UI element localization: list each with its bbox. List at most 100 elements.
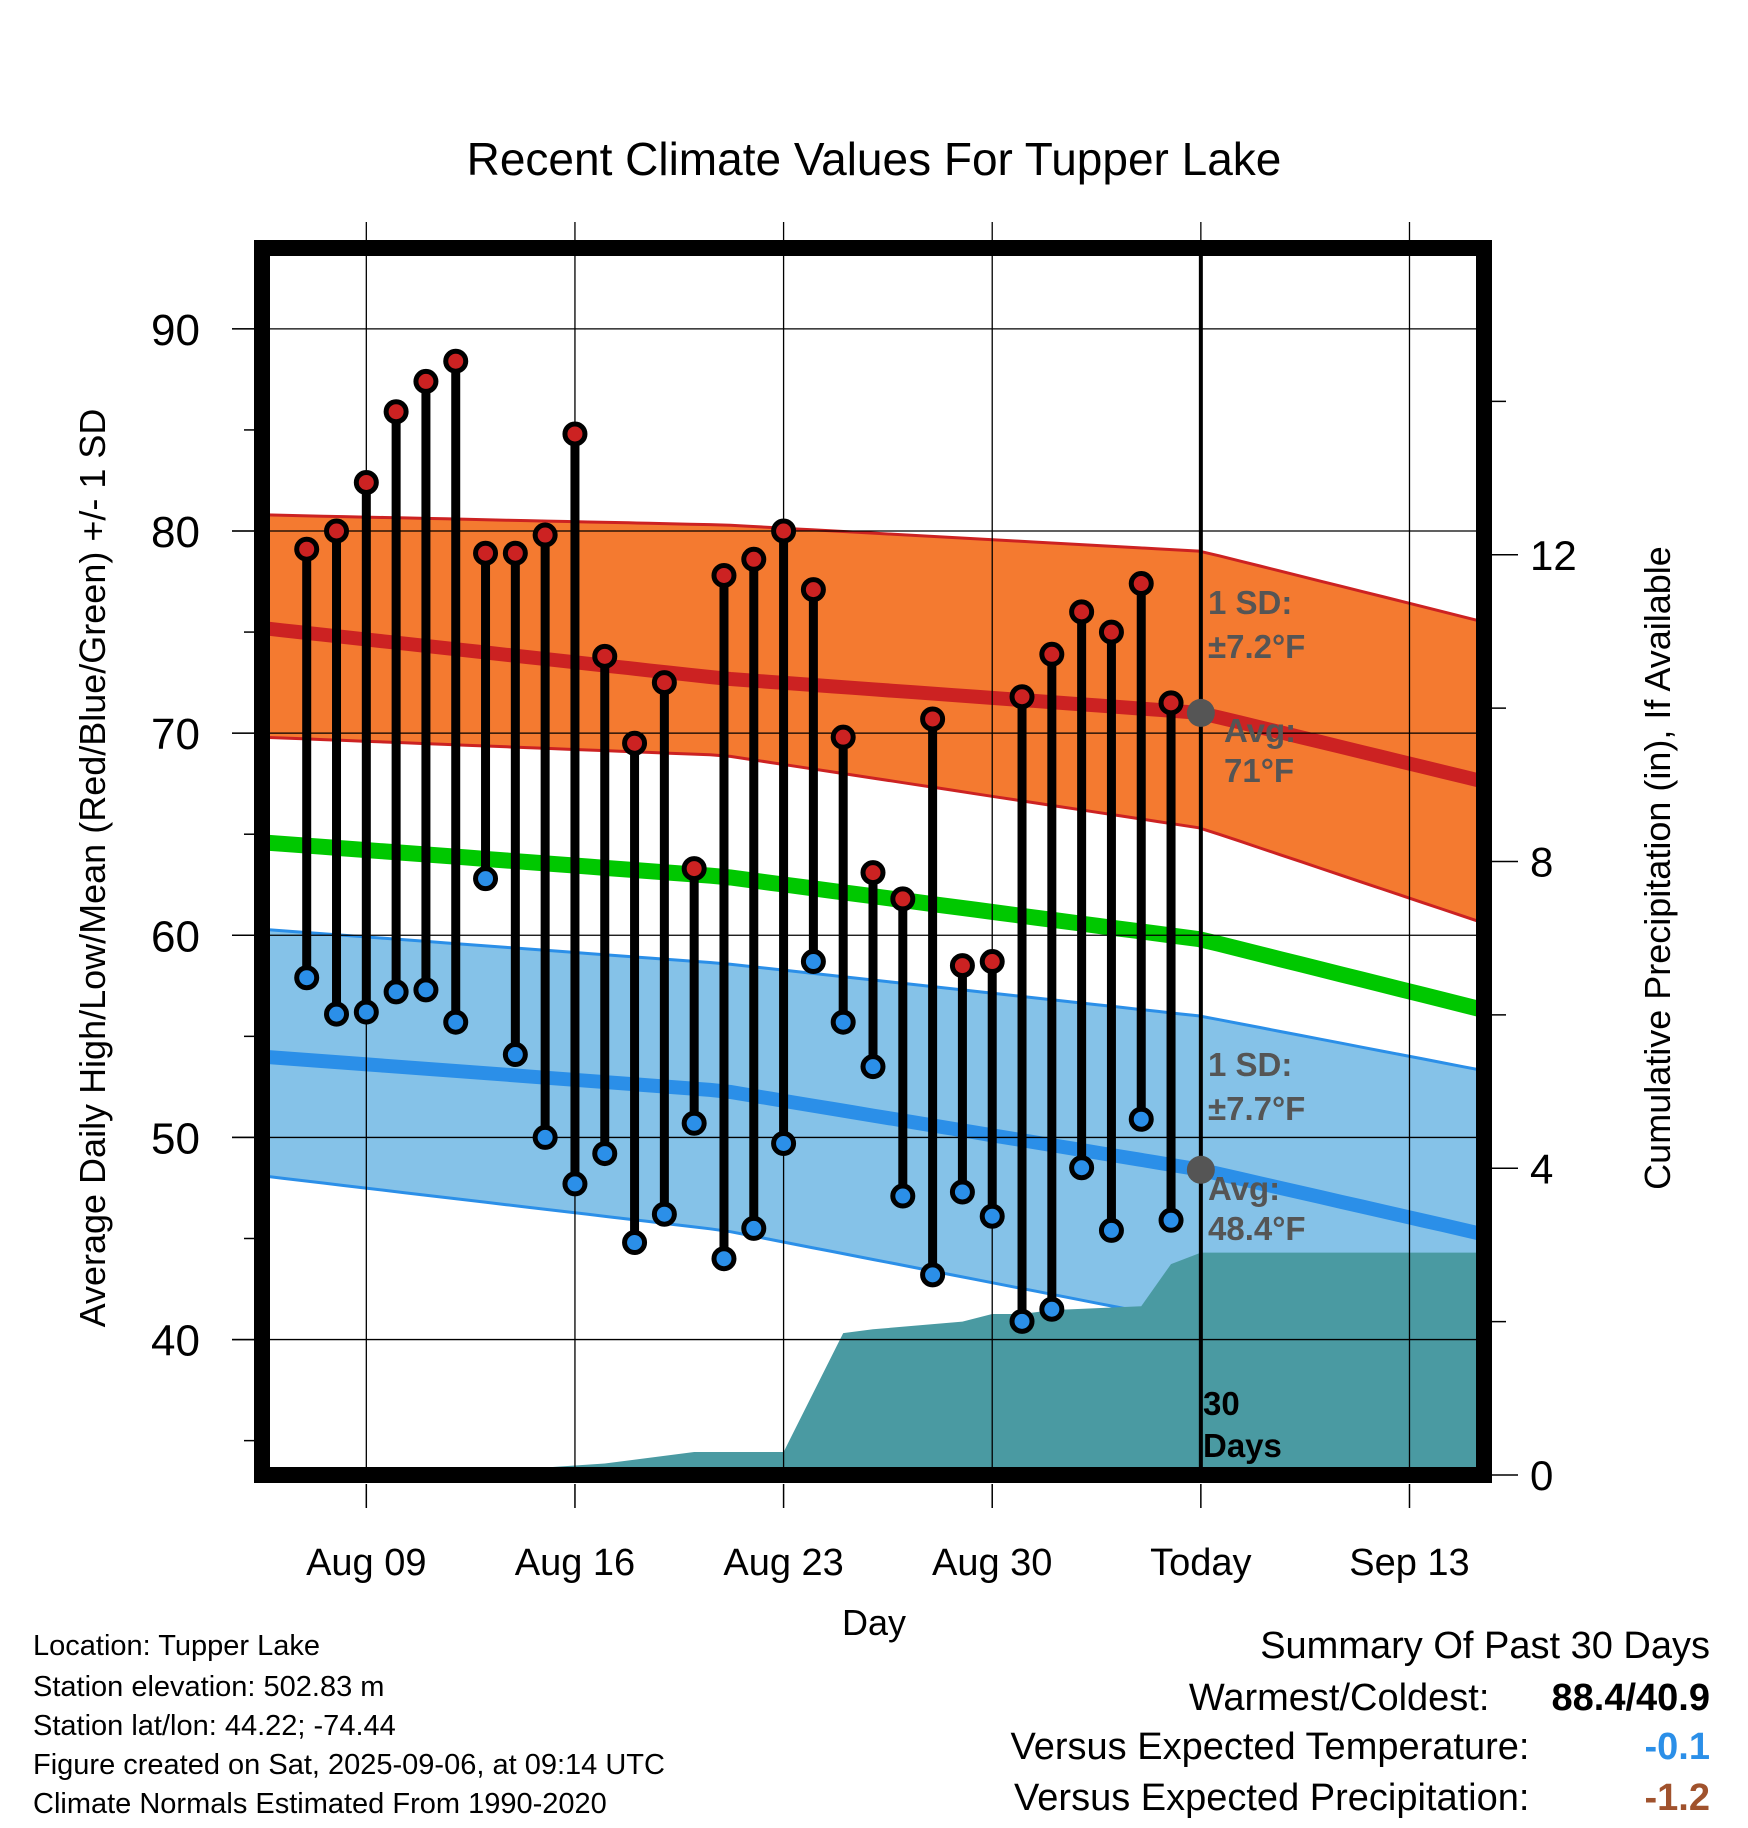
x-tick-label: Aug 16 <box>515 1542 635 1584</box>
low-point <box>592 1141 618 1167</box>
high-point <box>443 348 469 374</box>
low-point <box>562 1171 588 1197</box>
low-point <box>1098 1217 1124 1243</box>
low-sd-value: ±7.7°F <box>1208 1090 1305 1127</box>
summary-temp: Versus Expected Temperature: -0.1 <box>1011 1728 1710 1766</box>
low-sd-label: 1 SD: <box>1208 1046 1292 1083</box>
low-point <box>890 1183 916 1209</box>
y-tick-label: 80 <box>151 508 200 557</box>
summary-precip: Versus Expected Precipitation: -1.2 <box>1014 1779 1710 1817</box>
plot-frame <box>254 240 1492 1483</box>
x-tick-label: Aug 30 <box>932 1542 1052 1584</box>
high-point <box>651 670 677 696</box>
low-avg-value: 48.4°F <box>1208 1210 1306 1247</box>
low-point <box>681 1110 707 1136</box>
normal-low-line <box>262 1049 1484 1242</box>
high-point <box>1069 599 1095 625</box>
x-tick-label: Aug 09 <box>306 1542 426 1584</box>
low-point <box>1128 1106 1154 1132</box>
high-point <box>413 368 439 394</box>
low-point <box>920 1262 946 1288</box>
high-sd-value: ±7.2°F <box>1208 628 1305 665</box>
high-point <box>1098 619 1124 645</box>
low-point <box>324 1001 350 1027</box>
low-point <box>1158 1207 1184 1233</box>
high-point <box>830 724 856 750</box>
high-point <box>681 856 707 882</box>
high-point <box>890 886 916 912</box>
low-point <box>651 1201 677 1227</box>
y-tick-label: 50 <box>151 1114 200 1163</box>
high-point <box>1158 690 1184 716</box>
low-point <box>830 1009 856 1035</box>
high-point <box>622 730 648 756</box>
low-point <box>860 1054 886 1080</box>
precip-label: Versus Expected Precipitation: <box>1014 1777 1530 1819</box>
precip-value: -1.2 <box>1644 1777 1710 1819</box>
x-tick-label: Sep 13 <box>1349 1542 1469 1584</box>
today-low-marker <box>1186 1155 1215 1184</box>
high-point <box>473 540 499 566</box>
high-point <box>741 546 767 572</box>
y2-axis-label: Cumulative Precipitation (in), If Availa… <box>1637 546 1678 1190</box>
y-tick-label: 90 <box>151 306 200 355</box>
low-point <box>979 1203 1005 1229</box>
high-point <box>532 522 558 548</box>
high-point <box>711 562 737 588</box>
x-tick-label: Today <box>1150 1542 1251 1584</box>
high-sd-label: 1 SD: <box>1208 584 1292 621</box>
y2-tick-label: 0 <box>1530 1452 1553 1499</box>
high-point <box>949 953 975 979</box>
low-point <box>1069 1155 1095 1181</box>
latlon-text: Station lat/lon: 44.22; -74.44 <box>33 1710 396 1742</box>
low-point <box>771 1130 797 1156</box>
high-point <box>324 518 350 544</box>
low-point <box>949 1179 975 1205</box>
low-point <box>502 1042 528 1068</box>
x-tick-label: Aug 23 <box>723 1542 843 1584</box>
y-tick-label: 70 <box>151 710 200 759</box>
high-point <box>502 540 528 566</box>
chart-title: Recent Climate Values For Tupper Lake <box>467 133 1282 185</box>
x-axis-label: Day <box>842 1602 906 1643</box>
normal-high-line <box>262 621 1484 789</box>
high-point <box>920 706 946 732</box>
high-point <box>1009 684 1035 710</box>
location-text: Location: Tupper Lake <box>33 1630 320 1662</box>
temp-value: -0.1 <box>1644 1726 1710 1768</box>
low-point <box>473 866 499 892</box>
high-point <box>1128 571 1154 597</box>
precipitation-area <box>262 1252 1484 1475</box>
high-point <box>383 399 409 425</box>
window-label-days: Days <box>1203 1427 1282 1464</box>
normals-text: Climate Normals Estimated From 1990-2020 <box>33 1788 607 1820</box>
low-point <box>800 949 826 975</box>
low-point <box>532 1124 558 1150</box>
low-point <box>711 1246 737 1272</box>
low-point <box>622 1230 648 1256</box>
y2-tick-label: 8 <box>1530 839 1553 886</box>
y2-tick-label: 12 <box>1530 532 1577 579</box>
low-point <box>1039 1296 1065 1322</box>
high-point <box>979 949 1005 975</box>
y-axis-label: Average Daily High/Low/Mean (Red/Blue/Gr… <box>72 409 113 1328</box>
summary-title: Summary Of Past 30 Days <box>1260 1625 1710 1667</box>
created-text: Figure created on Sat, 2025-09-06, at 09… <box>33 1749 665 1781</box>
high-point <box>860 860 886 886</box>
low-point <box>294 965 320 991</box>
high-point <box>1039 641 1065 667</box>
low-point <box>1009 1308 1035 1334</box>
today-high-marker <box>1186 698 1215 727</box>
elevation-text: Station elevation: 502.83 m <box>33 1671 385 1703</box>
temp-label: Versus Expected Temperature: <box>1010 1726 1530 1768</box>
high-point <box>294 536 320 562</box>
high-point <box>592 643 618 669</box>
high-sd-band <box>262 513 1484 925</box>
high-point <box>353 469 379 495</box>
low-point <box>413 977 439 1003</box>
high-point <box>562 421 588 447</box>
y-tick-label: 40 <box>151 1317 200 1366</box>
y-tick-label: 60 <box>151 912 200 961</box>
